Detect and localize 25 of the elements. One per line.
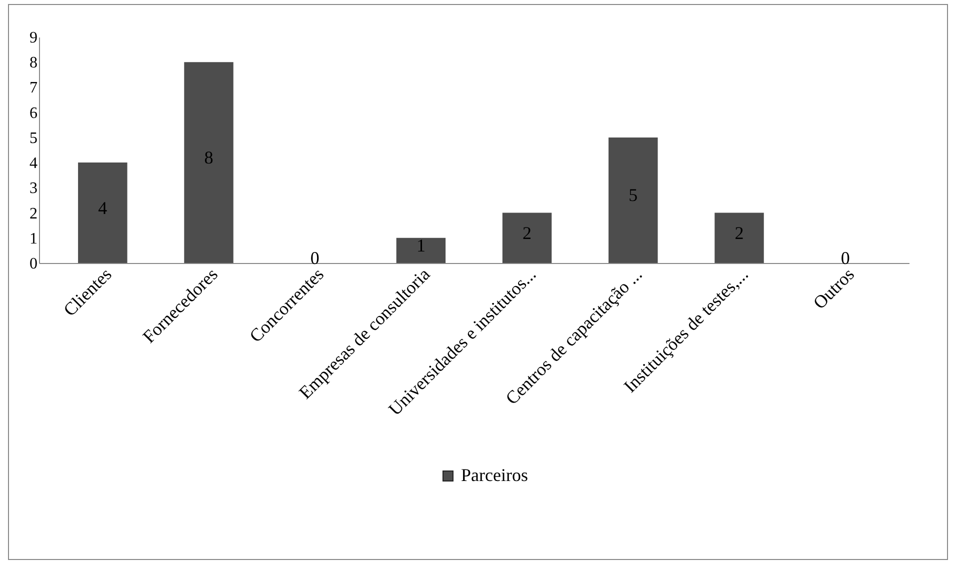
y-tick-label: 7 <box>30 80 38 97</box>
y-tick-label: 8 <box>30 54 38 72</box>
bar <box>78 162 128 263</box>
y-tick-label: 2 <box>30 205 38 222</box>
data-label: 1 <box>416 235 426 256</box>
data-label: 0 <box>310 248 320 268</box>
bar <box>502 212 552 263</box>
y-tick-label: 1 <box>30 230 38 248</box>
data-label: 0 <box>840 248 850 268</box>
y-tick-label: 3 <box>30 180 38 198</box>
bar <box>396 238 446 263</box>
data-label: 4 <box>98 198 108 218</box>
y-tick-label: 9 <box>30 30 38 46</box>
y-tick-label: 5 <box>30 130 38 147</box>
y-tick-label: 6 <box>30 104 38 122</box>
bar <box>714 212 764 263</box>
bar <box>184 62 234 263</box>
legend-label: Parceiros <box>461 465 528 485</box>
data-label: 5 <box>628 185 638 206</box>
y-tick-label: 0 <box>30 256 38 272</box>
y-tick-label: 4 <box>30 155 38 172</box>
data-label: 8 <box>204 148 214 168</box>
data-label: 2 <box>734 222 744 243</box>
bar <box>608 137 658 263</box>
data-label: 2 <box>522 222 532 243</box>
